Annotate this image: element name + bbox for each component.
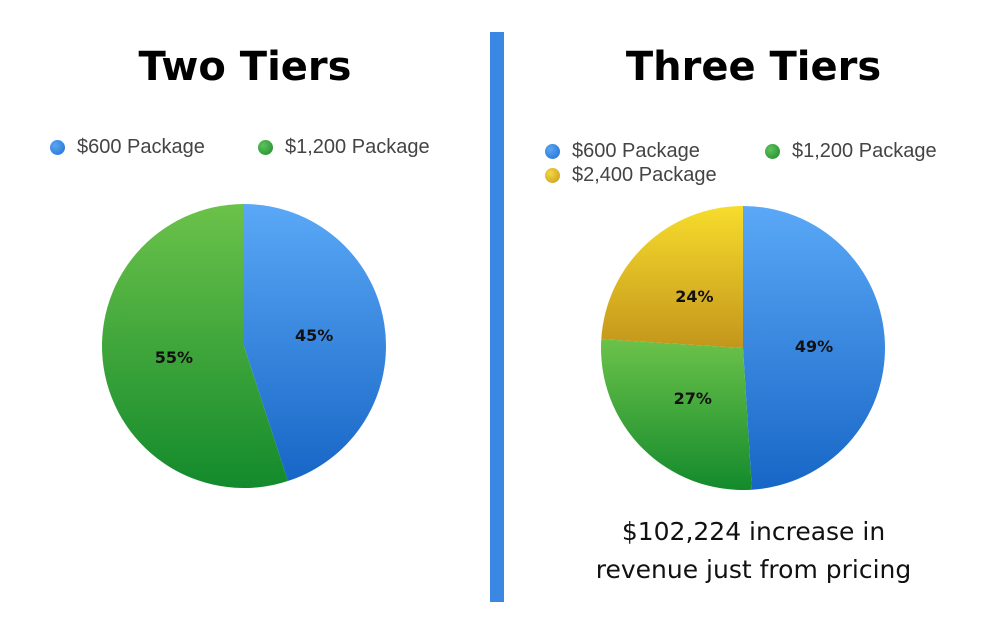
slice-label: 24% xyxy=(675,287,713,306)
legend-item-2400-right: $2,400 Package xyxy=(545,164,717,187)
pie-slice-45pct xyxy=(244,204,386,482)
pie-slice-27pct xyxy=(601,339,752,490)
legend-label-600: $600 Package xyxy=(77,136,205,158)
legend-label-600-right: $600 Package xyxy=(572,140,700,162)
three-tiers-pie-chart: 49% 27% 24% xyxy=(601,206,885,490)
vertical-divider xyxy=(490,32,504,602)
legend-item-1200-right: $1,200 Package xyxy=(765,140,937,163)
pie-slice-24pct xyxy=(601,206,743,348)
legend-item-600: $600 Package xyxy=(50,136,205,159)
legend-label-1200-right: $1,200 Package xyxy=(792,140,937,162)
pie-slice-49pct xyxy=(743,206,885,490)
two-tiers-pie-chart: 45% 55% xyxy=(101,204,386,488)
slice-label: 45% xyxy=(295,326,333,345)
two-tiers-title: Two Tiers xyxy=(138,44,352,90)
legend-label-2400-right: $2,400 Package xyxy=(572,164,717,186)
legend-label-1200: $1,200 Package xyxy=(285,136,430,158)
slice-label: 55% xyxy=(155,348,193,367)
legend-dot-blue xyxy=(50,140,65,155)
two-tiers-panel: Two Tiers $600 Package $1,200 Package 45… xyxy=(0,0,490,631)
slice-label: 49% xyxy=(795,337,833,356)
revenue-caption: $102,224 increase in revenue just from p… xyxy=(504,513,1003,589)
slice-label: 27% xyxy=(674,389,712,408)
three-tiers-title: Three Tiers xyxy=(625,44,882,90)
legend-dot-yellow xyxy=(545,168,560,183)
legend-dot-green xyxy=(258,140,273,155)
legend-item-1200: $1,200 Package xyxy=(258,136,430,159)
three-tiers-panel: Three Tiers $600 Package $1,200 Package … xyxy=(504,0,1003,631)
legend-dot-green xyxy=(765,144,780,159)
pie-slice-55pct xyxy=(101,204,288,488)
legend-dot-blue xyxy=(545,144,560,159)
legend-item-600-right: $600 Package xyxy=(545,140,700,163)
caption-line-2: revenue just from pricing xyxy=(595,555,912,584)
caption-line-1: $102,224 increase in xyxy=(621,517,886,546)
